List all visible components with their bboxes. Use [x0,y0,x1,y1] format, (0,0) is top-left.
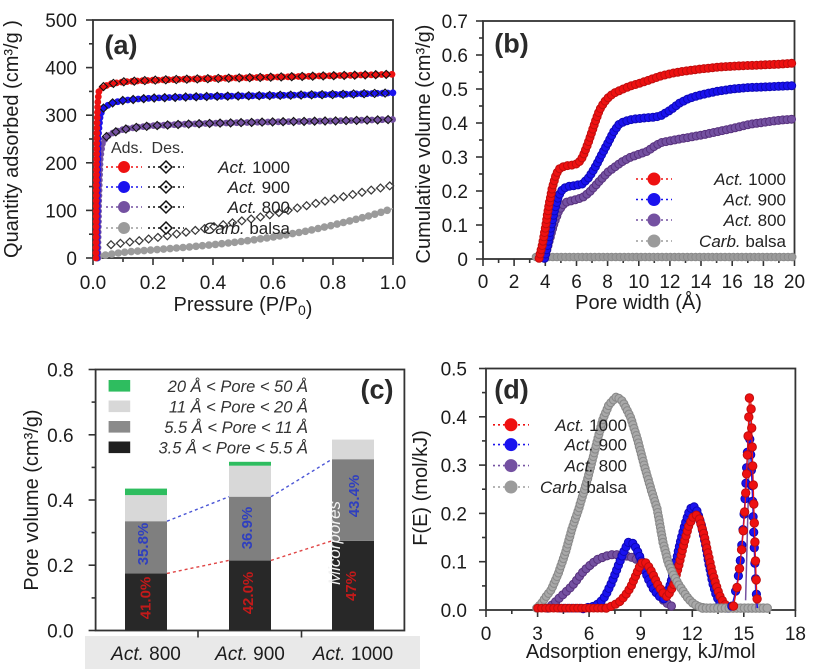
svg-text:0: 0 [66,249,77,270]
svg-text:0.0: 0.0 [47,622,73,643]
svg-text:15: 15 [733,624,754,645]
svg-text:0: 0 [481,624,492,645]
svg-text:0.0: 0.0 [80,273,106,294]
svg-text:35.8%: 35.8% [135,523,152,566]
svg-text:0: 0 [457,250,468,271]
svg-text:0.4: 0.4 [200,273,227,294]
svg-text:12: 12 [682,624,703,645]
svg-text:16: 16 [722,272,743,293]
svg-text:1.0: 1.0 [380,273,406,294]
svg-text:Pore width (Å): Pore width (Å) [575,291,702,314]
svg-text:0.5: 0.5 [441,360,467,381]
svg-text:0.8: 0.8 [320,273,346,294]
svg-text:0.6: 0.6 [260,273,286,294]
svg-text:Act. 800: Act. 800 [564,457,627,476]
svg-text:2: 2 [509,272,520,293]
svg-text:42.0%: 42.0% [240,572,257,615]
svg-text:Act. 800: Act. 800 [110,644,181,665]
svg-text:0.4: 0.4 [441,408,468,429]
svg-text:20 Å < Pore < 50 Å: 20 Å < Pore < 50 Å [167,377,308,396]
svg-text:(c): (c) [361,375,394,405]
svg-text:18: 18 [753,272,774,293]
svg-text:3.5 Å < Pore < 5.5 Å: 3.5 Å < Pore < 5.5 Å [158,438,308,457]
svg-text:Pore volume (cm³/g): Pore volume (cm³/g) [21,409,43,590]
svg-text:400: 400 [45,59,77,80]
svg-text:6: 6 [571,272,582,293]
svg-text:(d): (d) [494,375,528,405]
svg-text:F(E) (mol/kJ): F(E) (mol/kJ) [410,430,432,546]
svg-text:0.2: 0.2 [140,273,166,294]
svg-text:3: 3 [532,624,543,645]
svg-text:0.1: 0.1 [442,216,468,237]
svg-text:0.6: 0.6 [442,46,468,67]
svg-text:47%: 47% [343,571,360,601]
svg-text:Micorpores: Micorpores [325,500,344,585]
svg-text:Adsorption energy, kJ/mol: Adsorption energy, kJ/mol [526,641,756,663]
svg-text:0.2: 0.2 [442,182,468,203]
svg-text:9: 9 [635,624,646,645]
svg-text:(a): (a) [105,30,138,60]
svg-text:Carb. balsa: Carb. balsa [540,478,627,497]
svg-text:0.6: 0.6 [47,426,73,447]
svg-text:Cumulative volume (cm³/g): Cumulative volume (cm³/g) [413,25,435,264]
svg-text:200: 200 [45,154,77,175]
svg-text:36.9%: 36.9% [239,507,256,550]
svg-text:Act. 900: Act. 900 [227,178,290,197]
svg-text:Act. 900: Act. 900 [214,644,285,665]
svg-text:4: 4 [540,272,551,293]
svg-text:18: 18 [785,624,806,645]
svg-text:0: 0 [478,272,489,293]
svg-text:Pressure (P/P0): Pressure (P/P0) [174,294,313,320]
svg-text:Quantity adsorbed (cm³/g ): Quantity adsorbed (cm³/g ) [1,20,23,258]
svg-text:0.2: 0.2 [441,504,467,525]
svg-text:0.1: 0.1 [441,553,467,574]
svg-text:20: 20 [784,272,805,293]
svg-text:12: 12 [659,272,680,293]
svg-text:0.8: 0.8 [47,361,73,382]
svg-text:0.4: 0.4 [442,114,469,135]
svg-text:0.0: 0.0 [441,601,467,622]
svg-text:0.3: 0.3 [442,148,468,169]
svg-text:500: 500 [45,11,77,32]
svg-text:Act. 800: Act. 800 [723,211,786,230]
svg-text:Carb. balsa: Carb. balsa [699,232,786,251]
svg-text:(b): (b) [494,29,528,59]
svg-text:Carb. balsa: Carb. balsa [203,219,290,238]
svg-text:41.0%: 41.0% [138,577,155,620]
svg-text:Ads.: Ads. [111,140,143,157]
svg-text:43.4%: 43.4% [346,475,363,518]
svg-text:5.5 Å < Pore < 11 Å: 5.5 Å < Pore < 11 Å [164,418,308,437]
svg-text:Act. 900: Act. 900 [723,191,786,210]
svg-text:0.5: 0.5 [442,80,468,101]
svg-text:300: 300 [45,106,77,127]
svg-text:0.7: 0.7 [442,12,468,33]
svg-text:100: 100 [45,201,77,222]
svg-text:10: 10 [628,272,649,293]
svg-text:Act. 1000: Act. 1000 [312,644,393,665]
svg-text:Act. 900: Act. 900 [564,436,627,455]
svg-text:6: 6 [584,624,595,645]
svg-text:Act. 800: Act. 800 [227,198,290,217]
svg-text:0.4: 0.4 [47,491,74,512]
svg-text:Act. 1000: Act. 1000 [713,170,786,189]
svg-text:Des.: Des. [152,140,185,157]
svg-text:8: 8 [602,272,613,293]
svg-text:14: 14 [690,272,712,293]
svg-text:0.3: 0.3 [441,456,467,477]
svg-text:0.2: 0.2 [47,556,73,577]
svg-text:11 Å < Pore < 20 Å: 11 Å < Pore < 20 Å [169,397,308,416]
svg-text:Act. 1000: Act. 1000 [554,416,627,435]
svg-text:Act. 1000: Act. 1000 [217,158,290,177]
